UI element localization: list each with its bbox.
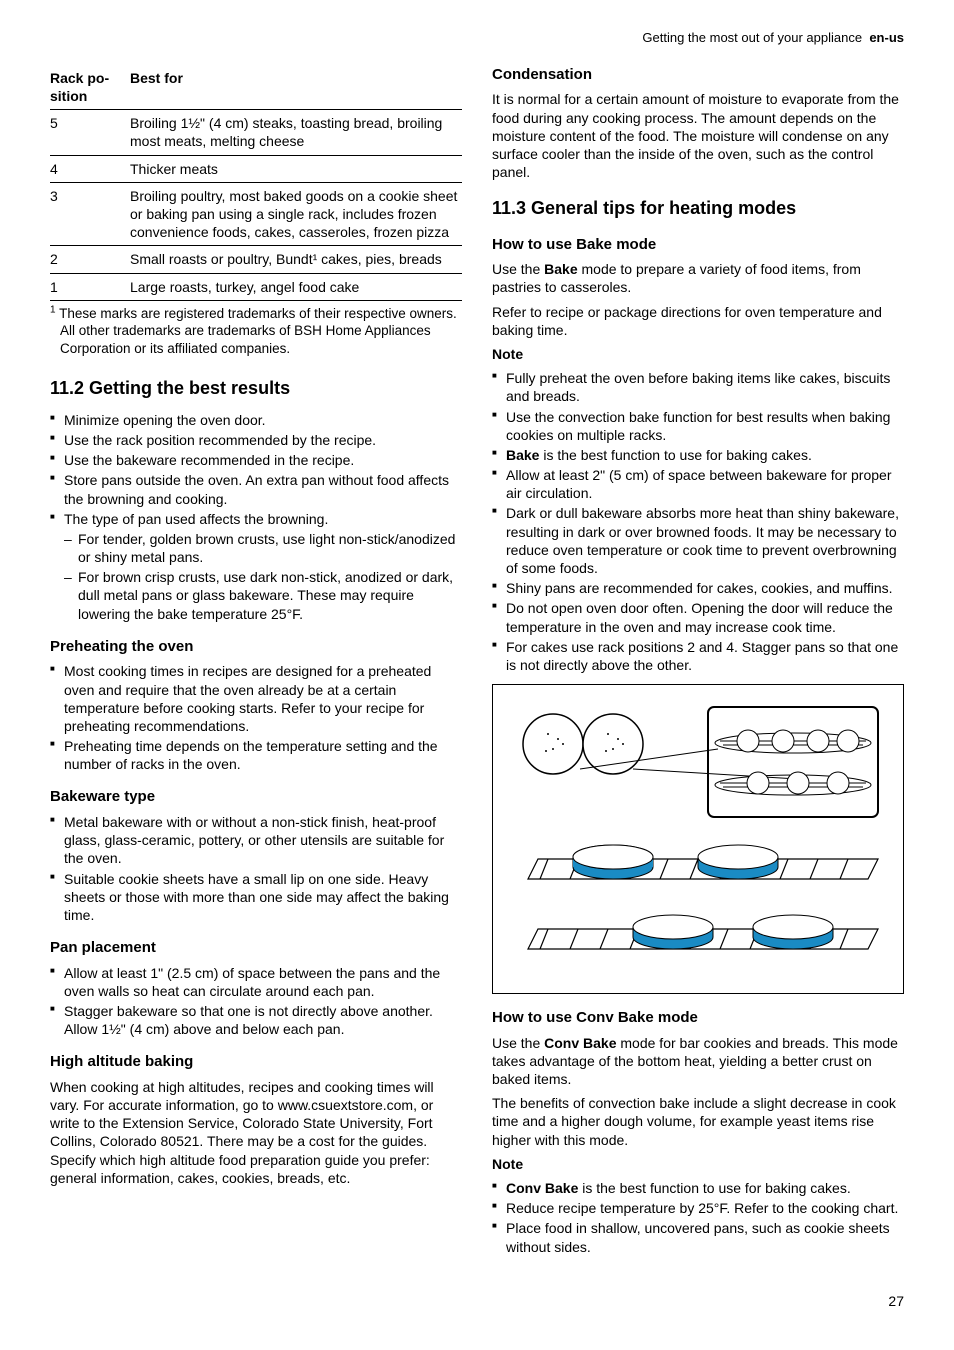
list-item: For cakes use rack positions 2 and 4. St…	[492, 638, 904, 674]
list-item: Shiny pans are recommended for cakes, co…	[492, 579, 904, 597]
best-for-cell: Thicker meats	[130, 155, 462, 182]
list-item: Use the convection bake function for bes…	[492, 408, 904, 444]
rack-position-cell: 2	[50, 246, 130, 273]
conv-bake-title: How to use Conv Bake mode	[492, 1008, 904, 1028]
conv-bake-notes-list: Conv Bake is the best function to use fo…	[492, 1179, 904, 1256]
preheating-title: Preheating the oven	[50, 637, 462, 657]
list-item: For brown crisp crusts, use dark non-sti…	[64, 568, 462, 623]
list-item: Do not open oven door often. Opening the…	[492, 599, 904, 635]
list-item: Bake is the best function to use for bak…	[492, 446, 904, 464]
condensation-title: Condensation	[492, 65, 904, 85]
list-item: Preheating time depends on the temperatu…	[50, 737, 462, 773]
header-text: Getting the most out of your appliance	[642, 30, 862, 45]
table-row: 4Thicker meats	[50, 155, 462, 182]
list-item: For tender, golden brown crusts, use lig…	[64, 530, 462, 566]
table-row: 2Small roasts or poultry, Bundt¹ cakes, …	[50, 246, 462, 273]
conv-bake-p1: Use the Conv Bake mode for bar cookies a…	[492, 1034, 904, 1089]
list-item: Reduce recipe temperature by 25°F. Refer…	[492, 1199, 904, 1217]
best-results-list: Minimize opening the oven door. Use the r…	[50, 411, 462, 623]
right-column: Condensation It is normal for a certain …	[492, 65, 904, 1262]
list-item: Fully preheat the oven before baking ite…	[492, 369, 904, 405]
left-column: Rack po-sition Best for 5Broiling 1½" (4…	[50, 65, 462, 1262]
list-item: Conv Bake is the best function to use fo…	[492, 1179, 904, 1197]
table-row: 1Large roasts, turkey, angel food cake	[50, 273, 462, 300]
condensation-text: It is normal for a certain amount of moi…	[492, 90, 904, 181]
header-lang: en-us	[869, 30, 904, 45]
bakeware-title: Bakeware type	[50, 787, 462, 807]
altitude-text: When cooking at high altitudes, recipes …	[50, 1078, 462, 1187]
table-row: 3Broiling poultry, most baked goods on a…	[50, 182, 462, 246]
bake-mode-p1: Use the Bake mode to prepare a variety o…	[492, 260, 904, 296]
pan-placement-title: Pan placement	[50, 938, 462, 958]
rack-position-cell: 5	[50, 110, 130, 155]
altitude-title: High altitude baking	[50, 1052, 462, 1072]
list-item: Dark or dull bakeware absorbs more heat …	[492, 504, 904, 577]
bakeware-list: Metal bakeware with or without a non-sti…	[50, 813, 462, 924]
list-item: Allow at least 2" (5 cm) of space betwee…	[492, 466, 904, 502]
list-item: Most cooking times in recipes are design…	[50, 662, 462, 735]
best-for-cell: Large roasts, turkey, angel food cake	[130, 273, 462, 300]
rack-position-cell: 3	[50, 182, 130, 246]
best-for-cell: Broiling 1½" (4 cm) steaks, toasting bre…	[130, 110, 462, 155]
list-item: Place food in shallow, uncovered pans, s…	[492, 1219, 904, 1255]
list-item: Allow at least 1" (2.5 cm) of space betw…	[50, 964, 462, 1000]
rack-position-cell: 4	[50, 155, 130, 182]
table-header-bestfor: Best for	[130, 65, 462, 110]
conv-bake-note-label: Note	[492, 1155, 904, 1173]
list-item: Suitable cookie sheets have a small lip …	[50, 870, 462, 925]
oven-diagram-svg	[508, 699, 888, 979]
list-item: Minimize opening the oven door.	[50, 411, 462, 429]
bake-mode-title: How to use Bake mode	[492, 235, 904, 255]
bake-mode-p2: Refer to recipe or package directions fo…	[492, 303, 904, 339]
bake-note-label: Note	[492, 345, 904, 363]
rack-position-cell: 1	[50, 273, 130, 300]
page-number: 27	[50, 1292, 904, 1310]
bake-notes-list: Fully preheat the oven before baking ite…	[492, 369, 904, 674]
table-footnote: 1 These marks are registered trademarks …	[50, 305, 462, 358]
conv-bake-p2: The benefits of convection bake include …	[492, 1094, 904, 1149]
best-for-cell: Small roasts or poultry, Bundt¹ cakes, p…	[130, 246, 462, 273]
rack-position-table: Rack po-sition Best for 5Broiling 1½" (4…	[50, 65, 462, 301]
list-item: Metal bakeware with or without a non-sti…	[50, 813, 462, 868]
best-for-cell: Broiling poultry, most baked goods on a …	[130, 182, 462, 246]
oven-rack-figure	[492, 684, 904, 994]
page-header: Getting the most out of your appliance e…	[50, 30, 904, 47]
pan-placement-list: Allow at least 1" (2.5 cm) of space betw…	[50, 964, 462, 1039]
list-item: Store pans outside the oven. An extra pa…	[50, 471, 462, 507]
list-item: The type of pan used affects the brownin…	[50, 510, 462, 623]
list-item: Use the rack position recommended by the…	[50, 431, 462, 449]
list-item: Use the bakeware recommended in the reci…	[50, 451, 462, 469]
list-item: Stagger bakeware so that one is not dire…	[50, 1002, 462, 1038]
section-11-2-title: 11.2 Getting the best results	[50, 377, 462, 400]
table-row: 5Broiling 1½" (4 cm) steaks, toasting br…	[50, 110, 462, 155]
preheating-list: Most cooking times in recipes are design…	[50, 662, 462, 773]
table-header-rack: Rack po-sition	[50, 65, 130, 110]
section-11-3-title: 11.3 General tips for heating modes	[492, 197, 904, 220]
